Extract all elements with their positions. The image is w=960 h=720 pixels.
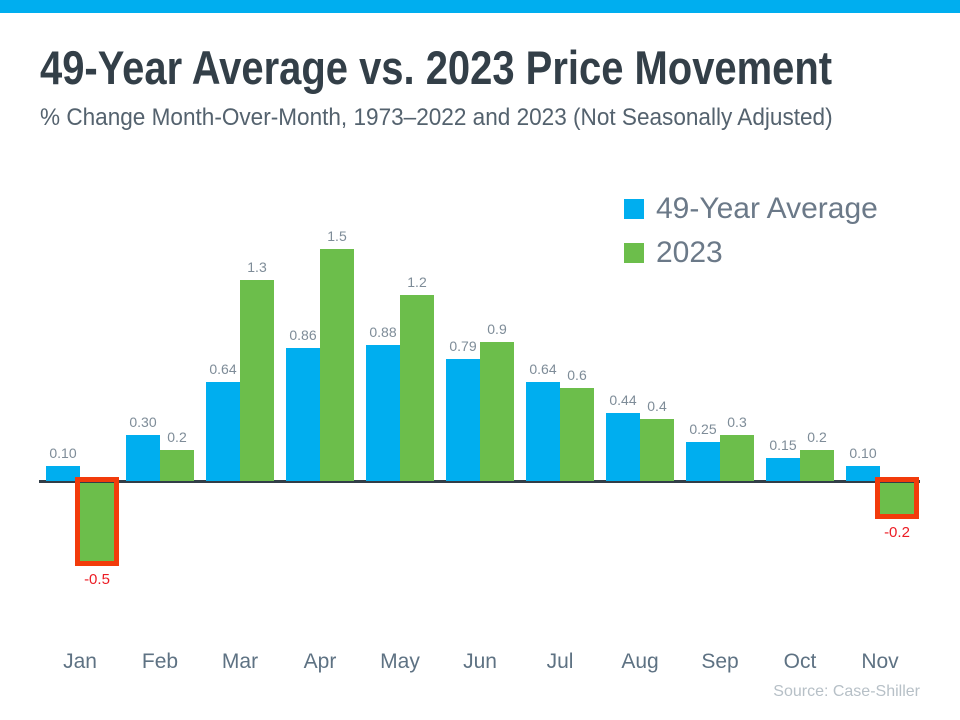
value-label-avg-aug: 0.44 [609,391,637,408]
bar-2023-apr [320,248,354,481]
value-label-2023-jul: 0.6 [567,367,587,383]
value-label-2023-jan: -0.5 [84,570,110,588]
value-label-2023-may: 1.2 [407,274,427,290]
x-axis-label-feb: Feb [141,650,179,673]
bar-2023-sep [720,434,754,481]
value-label-avg-oct: 0.15 [769,436,797,453]
value-label-avg-jan: 0.10 [49,444,77,461]
highlight-box-jan [75,477,119,566]
bar-2023-feb [160,450,194,481]
bar-avg-mar [206,381,240,481]
bar-2023-jan [80,483,114,561]
bar-avg-nov [846,465,880,481]
legend: 49-Year Average 2023 [624,192,878,270]
value-label-avg-jul: 0.64 [529,360,557,377]
legend-swatch-green-icon [624,243,644,263]
legend-label-2023: 2023 [656,236,723,269]
bar-2023-may [400,295,434,481]
x-axis-label-may: May [380,650,420,673]
bar-2023-aug [640,419,674,481]
x-axis-label-mar: Mar [221,650,259,673]
bar-2023-nov [880,483,914,514]
x-axis-label-aug: Aug [621,650,659,673]
x-axis-label-jan: Jan [63,650,97,673]
value-label-avg-sep: 0.25 [689,421,717,438]
bar-avg-jan [46,465,80,481]
bar-avg-may [366,344,400,481]
value-label-avg-apr: 0.86 [289,326,317,343]
legend-item-2023: 2023 [624,236,878,270]
source-credit: Source: Case-Shiller [773,683,920,700]
value-label-2023-oct: 0.2 [807,429,827,445]
value-label-avg-may: 0.88 [369,323,397,340]
legend-item-49yr-average: 49-Year Average [624,192,878,226]
value-label-2023-mar: 1.3 [247,258,267,275]
bar-avg-apr [286,347,320,481]
x-axis-line [39,480,920,483]
legend-label-49yr-average: 49-Year Average [656,192,878,225]
value-label-avg-mar: 0.64 [209,360,237,377]
top-accent-bar [0,0,960,13]
highlight-box-nov [875,477,919,519]
bar-2023-jul [560,388,594,481]
value-label-2023-feb: 0.2 [167,429,187,445]
x-axis-label-sep: Sep [701,650,739,673]
value-label-avg-feb: 0.30 [129,413,157,430]
value-label-avg-jun: 0.79 [449,337,477,354]
x-axis-label-apr: Apr [303,650,337,673]
bar-avg-aug [606,412,640,481]
legend-swatch-blue-icon [624,199,644,219]
value-label-2023-sep: 0.3 [727,413,747,430]
bar-avg-oct [766,457,800,481]
bar-avg-feb [126,434,160,481]
bar-2023-jun [480,341,514,481]
bar-2023-mar [240,279,274,481]
value-label-2023-apr: 1.5 [327,227,347,244]
x-axis-label-jul: Jul [546,650,574,673]
chart-title: 49-Year Average vs. 2023 Price Movement [40,41,833,94]
bar-avg-jun [446,358,480,481]
x-axis-label-oct: Oct [783,650,817,673]
value-label-2023-aug: 0.4 [647,398,667,414]
value-label-2023-jun: 0.9 [487,320,507,337]
x-axis-label-jun: Jun [463,650,497,673]
bar-avg-sep [686,442,720,481]
bar-avg-jul [526,381,560,481]
x-axis-label-nov: Nov [861,650,899,673]
chart-subtitle: % Change Month-Over-Month, 1973–2022 and… [40,104,833,131]
value-label-avg-nov: 0.10 [849,444,877,461]
value-label-2023-nov: -0.2 [884,524,910,541]
bar-2023-oct [800,450,834,481]
